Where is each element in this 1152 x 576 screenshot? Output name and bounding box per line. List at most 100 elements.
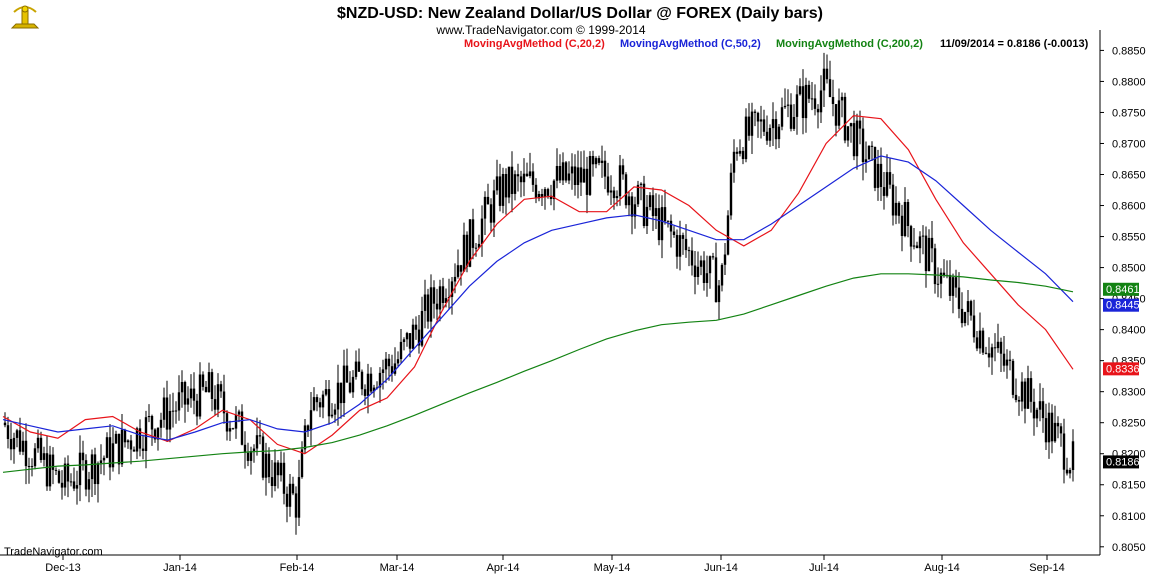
price-bar-body	[783, 105, 787, 108]
price-bar-body	[804, 84, 808, 119]
price-bar-body	[177, 392, 181, 411]
price-bar-body	[501, 174, 505, 206]
price-bar-body	[936, 283, 940, 285]
legend-ma50: MovingAvgMethod (C,50,2)	[620, 38, 761, 50]
price-bar-body	[201, 374, 205, 387]
price-bar-body	[261, 436, 265, 478]
price-bar-body	[600, 160, 604, 163]
price-bar-body	[882, 187, 886, 196]
price-bar-body	[684, 238, 688, 251]
y-tick-label: 0.8500	[1112, 263, 1146, 275]
price-bar-body	[114, 433, 118, 444]
price-bar-body	[858, 120, 862, 129]
price-bar-body	[630, 196, 634, 217]
price-bar-body	[219, 384, 223, 392]
price-bar-body	[228, 428, 232, 432]
price-bar-body	[543, 189, 547, 197]
price-bar-body	[117, 433, 121, 465]
price-bar-body	[615, 196, 619, 199]
price-bar-body	[240, 411, 244, 445]
price-bar-body	[969, 301, 973, 316]
price-bar-body	[249, 451, 253, 461]
price-bar-body	[348, 382, 352, 393]
price-bar-body	[87, 479, 91, 490]
price-bar-body	[963, 312, 967, 324]
price-bar-body	[333, 409, 337, 415]
price-bar-body	[393, 363, 397, 374]
price-bar-body	[27, 466, 31, 467]
y-tick-label: 0.8700	[1112, 138, 1146, 150]
price-bar-body	[186, 398, 190, 405]
price-bar-body	[126, 440, 130, 443]
price-bar-body	[327, 389, 331, 417]
price-bar-body	[582, 168, 586, 183]
ma50-line	[2, 155, 1074, 441]
price-bar-body	[39, 437, 43, 460]
price-bar-body	[660, 207, 664, 241]
price-bar-body	[774, 119, 778, 140]
price-bar-body	[192, 388, 196, 401]
price-bar-body	[753, 111, 757, 113]
price-bar-body	[198, 374, 202, 417]
price-bar-body	[42, 453, 46, 460]
price-bar-body	[48, 454, 52, 487]
price-bar-body	[399, 341, 403, 360]
price-bar-body	[123, 429, 127, 443]
price-bar-body	[300, 449, 304, 478]
price-bar-body	[111, 443, 115, 468]
y-tick-label: 0.8850	[1112, 45, 1146, 57]
price-bar-body	[627, 196, 631, 206]
price-bar-body	[723, 254, 727, 265]
price-bar-body	[546, 189, 550, 196]
price-bar-body	[696, 266, 700, 277]
price-bar-body	[33, 448, 37, 467]
price-bar-body	[1002, 353, 1006, 366]
y-tick-label: 0.8300	[1112, 387, 1146, 399]
price-bar-body	[21, 440, 25, 452]
y-tick-label: 0.8250	[1112, 418, 1146, 430]
price-bar-body	[363, 389, 367, 396]
price-bar-body	[138, 428, 142, 449]
y-tick-label: 0.8050	[1112, 542, 1146, 554]
price-bar-body	[531, 171, 535, 185]
chart-subtitle: www.TradeNavigator.com © 1999-2014	[435, 23, 645, 37]
price-bar-body	[648, 195, 652, 207]
price-bar-body	[534, 184, 538, 199]
price-bar-body	[411, 324, 415, 349]
price-bar-body	[483, 196, 487, 219]
x-axis: Dec-13 Jan-14 Feb-14 Mar-14 Apr-14 May-14 Jun-…	[45, 555, 1065, 574]
price-bar-body	[714, 257, 718, 303]
price-bar-body	[795, 94, 799, 117]
price-bar-body	[972, 315, 976, 338]
price-bar-body	[258, 435, 262, 437]
price-bar-body	[747, 116, 751, 136]
price-bar-body	[891, 184, 895, 216]
price-bar-body	[924, 235, 928, 272]
price-bar-body	[864, 159, 868, 162]
price-bar-body	[909, 226, 913, 247]
price-bar-body	[624, 174, 628, 206]
x-tick-label: Jun-14	[704, 562, 738, 574]
price-bar-body	[417, 329, 421, 346]
price-bar-body	[678, 235, 682, 257]
price-bars	[3, 52, 1075, 535]
x-tick-label: Sep-14	[1029, 562, 1064, 574]
price-bar-body	[927, 237, 931, 272]
price-bar-body	[918, 236, 922, 249]
price-bar-body	[801, 86, 805, 118]
price-bar-body	[597, 158, 601, 163]
price-bar-body	[1068, 470, 1072, 474]
price-bar-body	[75, 485, 79, 489]
price-bar-body	[939, 272, 943, 284]
x-tick-label: Mar-14	[380, 562, 415, 574]
price-bar-body	[453, 276, 457, 282]
price-bar-body	[66, 463, 70, 482]
price-bar-body	[384, 358, 388, 370]
price-bar-body	[423, 294, 427, 311]
price-bar-body	[273, 462, 277, 487]
price-bar-body	[507, 166, 511, 198]
price-bar-body	[243, 444, 247, 453]
price-bar-body	[1011, 360, 1015, 395]
price-bar-body	[567, 173, 571, 181]
price-bar-body	[654, 208, 658, 216]
